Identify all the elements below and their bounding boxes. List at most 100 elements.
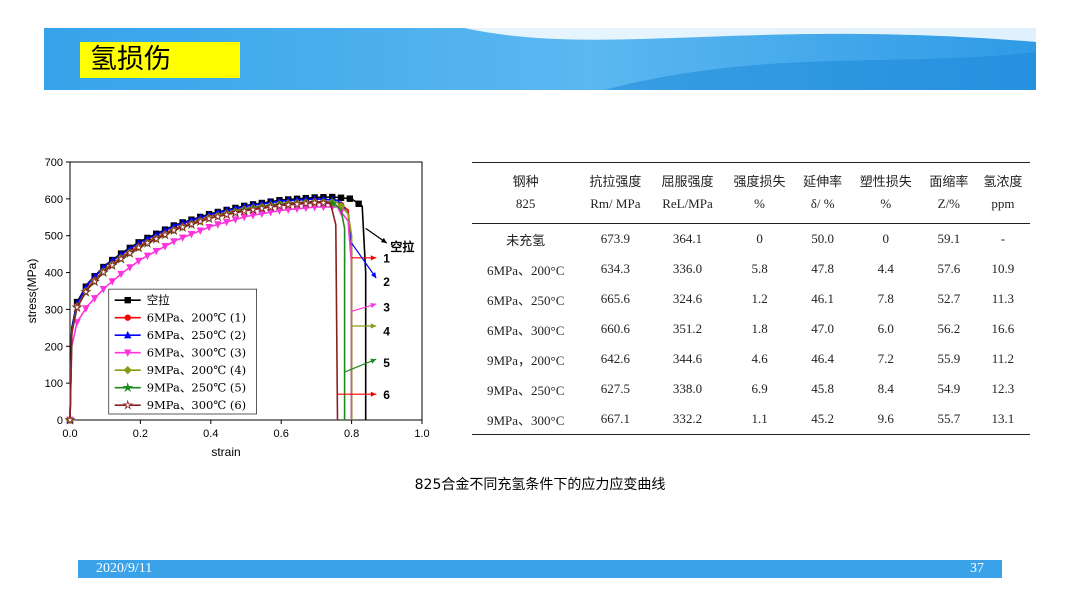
y-tick-label: 600 bbox=[45, 194, 63, 206]
data-point bbox=[99, 285, 108, 294]
chart-axes: 0 100 200 300 400 500 600 700 0.0 0.2 0.4 0.6 0.8 1.0… bbox=[25, 157, 430, 459]
table-cell: 4.6 bbox=[751, 351, 768, 366]
data-point bbox=[123, 365, 132, 375]
table-cell: 332.2 bbox=[672, 411, 703, 426]
y-tick-label: 500 bbox=[45, 231, 63, 243]
data-point bbox=[142, 237, 153, 248]
y-tick-label: 0 bbox=[57, 415, 63, 427]
table-cell: 6MPa、250°C bbox=[486, 292, 565, 308]
table-header-cell: 屈服强度 ReL/MPa bbox=[661, 174, 714, 211]
data-point bbox=[161, 243, 169, 251]
data-point bbox=[300, 197, 312, 209]
data-point bbox=[187, 231, 196, 239]
legend-label: 6MPa、250℃ (2) bbox=[147, 328, 246, 342]
data-point bbox=[82, 305, 90, 313]
data-point bbox=[106, 259, 118, 270]
data-point bbox=[124, 330, 132, 339]
table-cell: 45.8 bbox=[811, 381, 835, 396]
y-tick-label: 100 bbox=[45, 378, 63, 390]
data-point bbox=[291, 198, 303, 209]
hydrogen-data-table: 钢种 825 抗拉强度 Rm/ MPa 屈服强度 ReL/MPa 强度损失% 延伸率 δ/ % 塑… bbox=[472, 162, 1030, 435]
annotation-label: 3 bbox=[383, 301, 390, 315]
y-tick-label: 300 bbox=[45, 304, 63, 316]
legend-label: 6MPa、200℃ (1) bbox=[147, 311, 246, 325]
chart-caption: 825合金不同充氢条件下的应力应变曲线 bbox=[414, 477, 666, 493]
data-point bbox=[221, 209, 232, 220]
plot-frame bbox=[69, 161, 423, 421]
table-cell: 351.2 bbox=[672, 321, 703, 336]
data-point bbox=[249, 212, 257, 220]
table-cell: 364.1 bbox=[672, 231, 703, 246]
data-point bbox=[73, 319, 81, 327]
table-cell: 336.0 bbox=[672, 261, 703, 276]
legend-label: 9MPa、200℃ (4) bbox=[147, 363, 246, 377]
table-cell: 9MPa、250°C bbox=[486, 382, 565, 398]
legend-label: 9MPa、250℃ (5) bbox=[147, 381, 246, 395]
table-row: 6MPa、200°C 634.3 336.0 5.8 47.8 4.4 57.6 10.9 bbox=[472, 254, 1030, 284]
table-cell: 324.6 bbox=[672, 291, 703, 306]
data-point bbox=[266, 208, 275, 217]
table-cell: 0 bbox=[756, 231, 763, 246]
table-cell: 634.3 bbox=[600, 261, 630, 276]
table-cell: 1.8 bbox=[751, 321, 768, 336]
table-cell: 59.1 bbox=[937, 231, 961, 246]
data-point bbox=[186, 218, 197, 229]
series-6 bbox=[64, 197, 339, 425]
data-point bbox=[194, 215, 206, 227]
table-cell: 10.9 bbox=[991, 261, 1015, 276]
footer-bar: 2020/9/11 37 bbox=[78, 560, 1002, 578]
data-point bbox=[337, 194, 345, 201]
table-cell: 4.4 bbox=[877, 261, 894, 276]
table-cell: 9MPa、300°C bbox=[486, 412, 565, 428]
annotation-label: 6 bbox=[383, 388, 390, 402]
data-point bbox=[256, 202, 268, 213]
y-tick-label: 700 bbox=[45, 157, 63, 169]
data-point bbox=[122, 399, 134, 410]
table-cell: 16.6 bbox=[991, 321, 1015, 336]
table-cell: 57.6 bbox=[937, 261, 961, 276]
annotation-arrow bbox=[344, 358, 377, 373]
data-point bbox=[203, 212, 215, 224]
table-cell: 11.2 bbox=[991, 351, 1015, 366]
data-point bbox=[214, 221, 222, 229]
y-tick-label: 400 bbox=[45, 268, 63, 280]
data-point bbox=[177, 221, 189, 232]
table-cell: 52.7 bbox=[937, 291, 961, 306]
data-point bbox=[124, 296, 131, 304]
x-tick-label: 0.0 bbox=[62, 428, 77, 440]
table-cell: 55.9 bbox=[937, 351, 961, 366]
table-cell: 6MPa、300°C bbox=[486, 322, 565, 338]
x-tick-label: 1.0 bbox=[414, 428, 429, 440]
table-cell: 11.3 bbox=[991, 291, 1015, 306]
table-row: 9MPa，200°C 642.6 344.6 4.6 46.4 7.2 55.9 11.2 bbox=[472, 344, 1030, 374]
table-cell: 642.6 bbox=[600, 351, 630, 366]
table-cell: 6.9 bbox=[751, 381, 768, 396]
data-point bbox=[126, 264, 134, 272]
table-cell: 5.8 bbox=[751, 261, 768, 276]
data-point bbox=[212, 210, 224, 222]
annotation-label: 1 bbox=[383, 252, 390, 266]
data-point bbox=[117, 270, 125, 279]
y-tick-label: 200 bbox=[45, 341, 63, 353]
data-point bbox=[134, 257, 143, 266]
table-cell: 660.6 bbox=[600, 321, 630, 336]
table-header-cell: 氢浓度 ppm bbox=[983, 174, 1023, 211]
table-header: 钢种 825 抗拉强度 Rm/ MPa 屈服强度 ReL/MPa 强度损失% 延伸率 δ/ % 塑… bbox=[472, 162, 1030, 224]
table-cell: 673.9 bbox=[600, 231, 630, 246]
data-point bbox=[124, 247, 136, 258]
table-cell: 7.2 bbox=[877, 351, 894, 366]
table-cell: 8.4 bbox=[877, 381, 894, 396]
table-body: 未充氢 673.9 364.1 0 50.0 0 59.1 - 6MPa、200°C 634.3 3… bbox=[472, 224, 1030, 435]
data-point bbox=[133, 241, 144, 253]
table-cell: - bbox=[1000, 231, 1006, 246]
table-cell: 13.1 bbox=[991, 411, 1015, 426]
data-point bbox=[143, 252, 152, 261]
annotation-arrowhead bbox=[370, 358, 377, 364]
table-cell: 6.0 bbox=[877, 321, 894, 336]
table-row: 6MPa、250°C 665.6 324.6 1.2 46.1 7.8 52.7 11.3 bbox=[472, 284, 1030, 314]
data-point bbox=[238, 205, 250, 216]
table-header-cell: 面缩率 Z/% bbox=[929, 174, 969, 211]
table-cell: 627.5 bbox=[600, 381, 630, 396]
data-point bbox=[159, 228, 171, 240]
chart-series bbox=[64, 193, 367, 425]
